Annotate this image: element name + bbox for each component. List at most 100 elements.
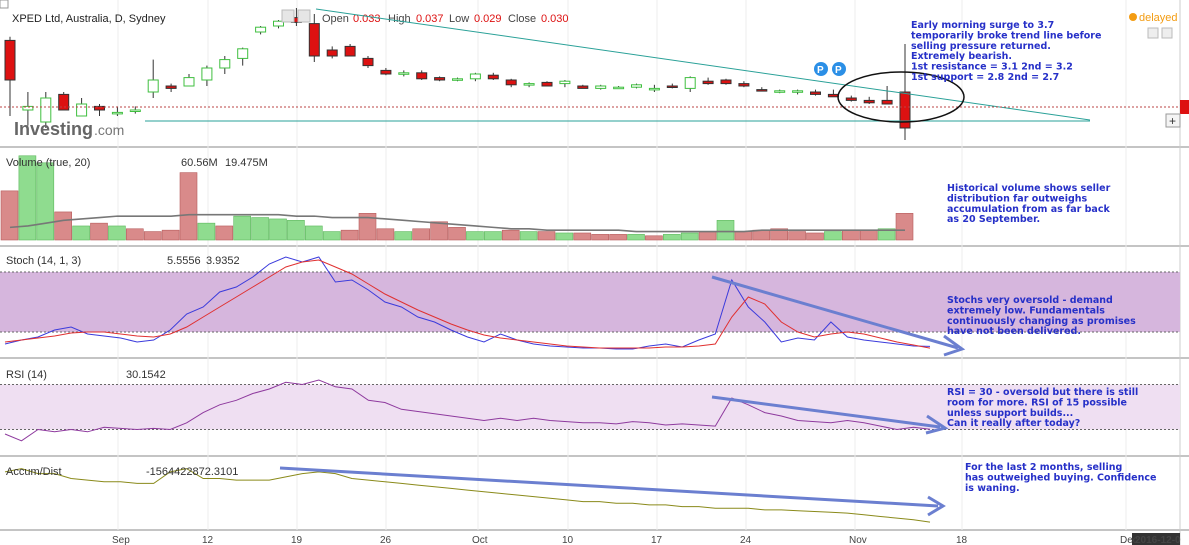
x-tick-label: 24 xyxy=(740,535,752,545)
volume-bar xyxy=(412,228,431,241)
volume-bar xyxy=(143,231,162,241)
candle xyxy=(774,89,786,94)
stoch-value-2: 3.9352 xyxy=(206,255,240,267)
volume-bar xyxy=(90,222,108,241)
candle xyxy=(631,83,642,89)
event-badge-2[interactable] xyxy=(832,62,846,76)
volume-bar xyxy=(591,234,610,241)
analyst-notes: Early morning surge to 3.7 temporarily br… xyxy=(911,20,1156,494)
candle-body xyxy=(4,39,16,81)
rsi-value: 30.1542 xyxy=(126,369,166,381)
candle xyxy=(219,56,231,74)
chart-header: XPED Ltd, Australia, D, Sydney Open 0.03… xyxy=(12,9,1178,39)
series-line-0 xyxy=(4,379,931,442)
candle xyxy=(452,77,463,82)
volume-bar xyxy=(36,162,55,241)
x-tick-label: 26 xyxy=(380,535,392,545)
candle xyxy=(255,26,267,35)
volume-bar xyxy=(448,227,466,241)
volume-bar xyxy=(519,231,538,241)
close-value: 0.030 xyxy=(541,13,569,25)
volume-bar xyxy=(770,228,789,241)
note-line: selling pressure returned. xyxy=(911,41,1051,52)
add-indicator-button[interactable] xyxy=(1165,113,1181,128)
note-line: Early morning surge to 3.7 xyxy=(911,20,1054,31)
candle-body xyxy=(147,79,159,93)
candle-body xyxy=(237,48,249,59)
candle xyxy=(326,46,338,59)
candle xyxy=(684,76,696,92)
candle xyxy=(308,14,320,62)
candle-body xyxy=(595,85,607,89)
collapse-toggle[interactable] xyxy=(0,0,9,9)
volume-bar xyxy=(752,229,771,241)
downtrend-line xyxy=(315,8,1091,121)
candle-body xyxy=(255,26,267,33)
candle xyxy=(595,84,607,90)
note-line: continuously changing as promises xyxy=(947,316,1136,327)
pane-settings-icon[interactable] xyxy=(1161,27,1173,39)
volume-bar xyxy=(627,234,645,241)
candle-body xyxy=(40,97,52,123)
volume-ma-line xyxy=(9,213,905,233)
x-tick-label: Sep xyxy=(112,535,130,545)
candle-body xyxy=(738,83,750,87)
x-tick-label: 18 xyxy=(956,535,968,545)
candle xyxy=(183,74,195,87)
ad-arrow-head xyxy=(927,495,946,517)
price-pane xyxy=(0,0,911,140)
volume-bar xyxy=(859,229,878,241)
candle xyxy=(111,106,123,116)
volume-bar xyxy=(376,228,395,241)
volume-bar xyxy=(537,231,556,241)
note-line: Can it really after today? xyxy=(947,418,1080,429)
volume-bar xyxy=(573,232,592,241)
volume-bar xyxy=(197,222,216,241)
volume-bar xyxy=(126,228,144,241)
note-line: distribution far outweighs xyxy=(947,193,1088,204)
ad-arrow xyxy=(279,466,939,508)
candle-body xyxy=(505,79,517,86)
volume-bar xyxy=(734,231,753,241)
x-tick-label: 19 xyxy=(291,535,303,545)
volume-bar xyxy=(788,231,806,241)
trend-overlays: P P + xyxy=(0,8,1189,128)
candle xyxy=(863,96,875,104)
candle xyxy=(666,83,678,89)
price-scale-marker xyxy=(1180,100,1189,114)
event-badge-1-label: P xyxy=(817,65,824,76)
eye-icon[interactable] xyxy=(281,9,295,23)
candle xyxy=(434,76,446,82)
pane-restore-icon[interactable] xyxy=(1147,27,1159,39)
note-line: 1st resistance = 3.1 2nd = 3.2 xyxy=(911,62,1073,73)
logo-suffix: .com xyxy=(94,122,124,138)
header-settings-icons[interactable] xyxy=(281,9,311,23)
candle-body xyxy=(362,57,374,67)
gear-icon[interactable] xyxy=(297,9,311,23)
candle xyxy=(237,47,249,66)
note-volume: Historical volume shows seller distributi… xyxy=(947,183,1111,225)
volume-bar xyxy=(161,229,180,241)
volume-value-1: 60.56M xyxy=(181,157,218,169)
x-tick-label: 12 xyxy=(202,535,214,545)
candle-body xyxy=(666,85,678,88)
investing-logo: Investing .com xyxy=(14,119,124,139)
candle-body xyxy=(111,111,123,115)
volume-bar xyxy=(483,231,502,241)
volume-bar xyxy=(466,231,484,241)
candle xyxy=(559,80,571,88)
candle xyxy=(899,44,911,140)
open-label: Open xyxy=(322,13,349,25)
close-label: Close xyxy=(508,13,536,25)
logo-main: Investing xyxy=(14,119,93,139)
note-rsi: RSI = 30 - oversold but there is still ro… xyxy=(947,387,1138,429)
note-line: has outweighed buying. Confidence xyxy=(965,472,1156,483)
candle-body xyxy=(577,85,589,89)
candle xyxy=(344,44,356,57)
candle xyxy=(201,65,213,86)
candle-body xyxy=(827,93,839,98)
volume-bar xyxy=(680,232,699,241)
event-badge-1[interactable] xyxy=(814,62,828,76)
candle-body xyxy=(702,80,714,85)
